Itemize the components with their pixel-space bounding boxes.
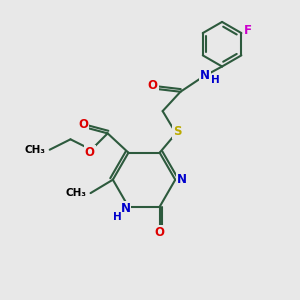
Text: O: O bbox=[85, 146, 95, 159]
Text: CH₃: CH₃ bbox=[24, 145, 45, 155]
Text: N: N bbox=[121, 202, 130, 215]
Text: N: N bbox=[177, 173, 187, 186]
Text: CH₃: CH₃ bbox=[66, 188, 87, 198]
Text: N: N bbox=[200, 69, 210, 82]
Text: O: O bbox=[78, 118, 88, 131]
Text: H: H bbox=[211, 75, 220, 85]
Text: O: O bbox=[155, 226, 165, 238]
Text: H: H bbox=[113, 212, 122, 222]
Text: O: O bbox=[148, 79, 158, 92]
Text: S: S bbox=[173, 125, 182, 138]
Text: F: F bbox=[244, 24, 252, 37]
